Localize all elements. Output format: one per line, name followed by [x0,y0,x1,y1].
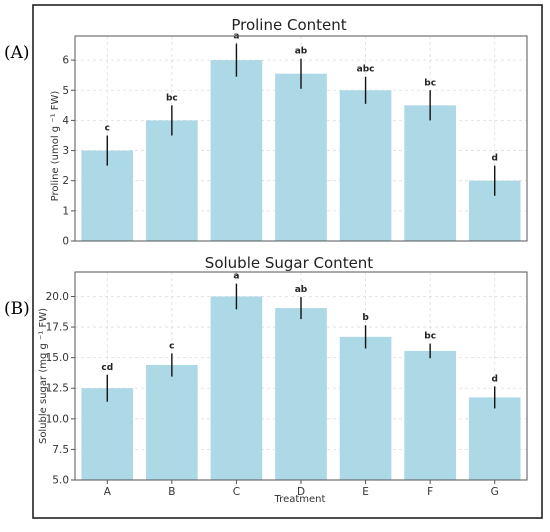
y-tick-label: 7.5 [52,444,69,456]
x-tick-label: F [427,486,433,498]
panel-label-a: (A) [4,43,30,63]
bar [339,336,392,480]
significance-label: bc [424,78,436,88]
significance-label: bc [166,93,178,103]
bar [404,350,456,480]
bar [81,388,134,480]
y-axis-label: Soluble sugar (mg g ⁻¹ FW) [38,308,49,444]
plot-frame [74,271,528,481]
y-tick-label: 1 [62,205,69,217]
significance-label: ab [295,285,308,295]
figure-border [32,4,543,519]
x-tick-label: G [491,486,499,498]
significance-label: abc [357,65,375,75]
bar [275,73,327,241]
plot-frame [74,35,528,242]
bar [146,120,198,241]
x-tick-label: D [297,486,305,498]
x-tick-label: C [233,486,240,498]
significance-label: bc [424,332,436,342]
chart-title: Soluble Sugar Content [205,254,374,272]
significance-label: ab [295,47,308,57]
bar [210,60,263,241]
y-tick-label: 3 [62,145,69,157]
significance-label: a [233,272,239,282]
proline-chart: Proline Content Proline (umol g ⁻¹ FW) 0… [50,16,528,248]
bar [404,105,456,242]
y-tick-label: 20.0 [46,291,69,303]
bar [339,90,392,241]
bar [210,296,263,480]
bar [468,397,521,480]
chart-title: Proline Content [231,16,346,34]
x-tick-label: B [168,486,175,498]
bar [275,308,327,480]
panel-label-b: (B) [4,299,30,319]
y-tick-label: 5.0 [52,475,69,487]
significance-label: cd [101,363,113,373]
y-tick-label: 15.0 [46,352,69,364]
y-tick-label: 4 [62,115,69,127]
y-tick-label: 17.5 [46,322,69,334]
bar [146,364,198,480]
x-tick-label: A [104,486,112,498]
significance-label: d [491,374,497,384]
y-tick-label: 2 [62,175,69,187]
y-tick-label: 5 [62,85,69,97]
y-tick-label: 6 [62,55,69,67]
significance-label: b [362,313,369,323]
y-axis-label: Proline (umol g ⁻¹ FW) [50,91,61,202]
x-axis-label: Treatment [274,494,326,505]
soluble-sugar-chart: Soluble Sugar Content Soluble sugar (mg … [38,254,528,505]
significance-label: a [233,32,239,42]
x-tick-label: E [362,486,369,498]
y-tick-label: 0 [62,236,69,248]
significance-label: c [169,341,174,351]
y-tick-label: 10.0 [46,413,69,425]
significance-label: d [491,154,497,164]
significance-label: c [105,123,110,133]
y-tick-label: 12.5 [46,383,69,395]
